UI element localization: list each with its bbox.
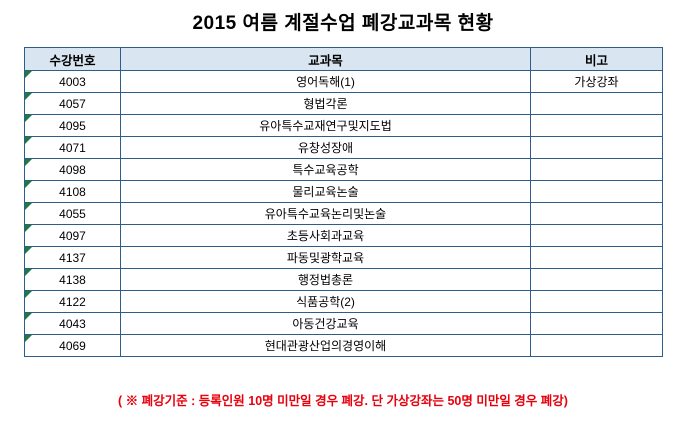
cell-course-number: 4057 <box>24 92 121 115</box>
table-row: 4055 유아특수교육논리및논술 <box>24 202 663 225</box>
course-number-text: 4108 <box>59 184 86 199</box>
course-number-text: 4137 <box>59 250 86 265</box>
course-number-text: 4069 <box>59 338 86 353</box>
footnote-text: ( ※ 폐강기준 : 등록인원 10명 미만일 경우 폐강. 단 가상강좌는 5… <box>118 394 568 408</box>
cell-note <box>530 224 663 247</box>
cell-note <box>530 246 663 269</box>
comment-marker-icon <box>25 93 32 100</box>
cell-course-name: 유창성장애 <box>120 136 531 159</box>
course-number-text: 4098 <box>59 162 86 177</box>
course-number-text: 4122 <box>59 294 86 309</box>
table-row: 4108 물리교육논술 <box>24 180 663 203</box>
cell-course-name: 유아특수교육논리및논술 <box>120 202 531 225</box>
cell-note <box>530 114 663 137</box>
cell-course-name: 식품공학(2) <box>120 290 531 313</box>
comment-marker-icon <box>25 225 32 232</box>
column-header-course-name: 교과목 <box>120 47 531 71</box>
cell-note: 가상강좌 <box>530 70 663 93</box>
comment-marker-icon <box>25 115 32 122</box>
course-number-text: 4003 <box>59 74 86 89</box>
cell-course-name: 영어독해(1) <box>120 70 531 93</box>
cell-course-number: 4055 <box>24 202 121 225</box>
table-row: 4057 형법각론 <box>24 92 663 115</box>
course-number-text: 4055 <box>59 206 86 221</box>
table-container: 수강번호 교과목 비고 4003 영어독해(1) 가상강좌 4057 형법각론 4095 유… <box>24 47 663 357</box>
cell-course-number: 4097 <box>24 224 121 247</box>
cell-course-name: 행정법총론 <box>120 268 531 291</box>
table-header: 수강번호 교과목 비고 <box>24 47 663 71</box>
cell-course-number: 4108 <box>24 180 121 203</box>
cell-course-number: 4003 <box>24 70 121 93</box>
cell-note <box>530 290 663 313</box>
comment-marker-icon <box>25 203 32 210</box>
cell-note <box>530 312 663 335</box>
cell-note <box>530 180 663 203</box>
table-row: 4069 현대관광산업의경영이해 <box>24 334 663 357</box>
table-body: 4003 영어독해(1) 가상강좌 4057 형법각론 4095 유아특수교재연구및지도법 4… <box>24 70 663 357</box>
cell-note <box>530 92 663 115</box>
cell-course-name: 파동및광학교육 <box>120 246 531 269</box>
cell-course-name: 형법각론 <box>120 92 531 115</box>
table-row: 4095 유아특수교재연구및지도법 <box>24 114 663 137</box>
table-row: 4138 행정법총론 <box>24 268 663 291</box>
course-number-text: 4043 <box>59 316 86 331</box>
cell-course-number: 4137 <box>24 246 121 269</box>
comment-marker-icon <box>25 71 32 78</box>
table-row: 4071 유창성장애 <box>24 136 663 159</box>
cell-course-name: 유아특수교재연구및지도법 <box>120 114 531 137</box>
column-header-note: 비고 <box>530 47 663 71</box>
course-number-text: 4095 <box>59 118 86 133</box>
document-page: 2015 여름 계절수업 폐강교과목 현황 수강번호 교과목 비고 4003 영어… <box>0 8 686 431</box>
cell-course-name: 아동건강교육 <box>120 312 531 335</box>
cell-course-number: 4095 <box>24 114 121 137</box>
cell-course-name: 특수교육공학 <box>120 158 531 181</box>
cell-note <box>530 158 663 181</box>
cell-course-number: 4069 <box>24 334 121 357</box>
table-header-row: 수강번호 교과목 비고 <box>24 47 663 71</box>
cell-course-number: 4098 <box>24 158 121 181</box>
cell-course-name: 물리교육논술 <box>120 180 531 203</box>
comment-marker-icon <box>25 181 32 188</box>
course-number-text: 4057 <box>59 96 86 111</box>
comment-marker-icon <box>25 159 32 166</box>
table-row: 4043 아동건강교육 <box>24 312 663 335</box>
table-row: 4097 초등사회과교육 <box>24 224 663 247</box>
comment-marker-icon <box>25 291 32 298</box>
cell-course-name: 현대관광산업의경영이해 <box>120 334 531 357</box>
comment-marker-icon <box>25 269 32 276</box>
page-title: 2015 여름 계절수업 폐강교과목 현황 <box>192 13 494 34</box>
cell-note <box>530 268 663 291</box>
cell-note <box>530 202 663 225</box>
course-number-text: 4138 <box>59 272 86 287</box>
table-row: 4098 특수교육공학 <box>24 158 663 181</box>
cell-note <box>530 334 663 357</box>
cell-course-number: 4043 <box>24 312 121 335</box>
comment-marker-icon <box>25 313 32 320</box>
comment-marker-icon <box>25 247 32 254</box>
table-row: 4122 식품공학(2) <box>24 290 663 313</box>
table-row: 4137 파동및광학교육 <box>24 246 663 269</box>
course-number-text: 4097 <box>59 228 86 243</box>
comment-marker-icon <box>25 137 32 144</box>
course-number-text: 4071 <box>59 140 86 155</box>
table-row: 4003 영어독해(1) 가상강좌 <box>24 70 663 93</box>
cell-course-name: 초등사회과교육 <box>120 224 531 247</box>
comment-marker-icon <box>25 335 32 342</box>
column-header-course-number: 수강번호 <box>24 47 121 71</box>
cell-note <box>530 136 663 159</box>
cell-course-number: 4122 <box>24 290 121 313</box>
cell-course-number: 4071 <box>24 136 121 159</box>
closed-courses-table: 수강번호 교과목 비고 4003 영어독해(1) 가상강좌 4057 형법각론 4095 유… <box>24 47 663 357</box>
cell-course-number: 4138 <box>24 268 121 291</box>
